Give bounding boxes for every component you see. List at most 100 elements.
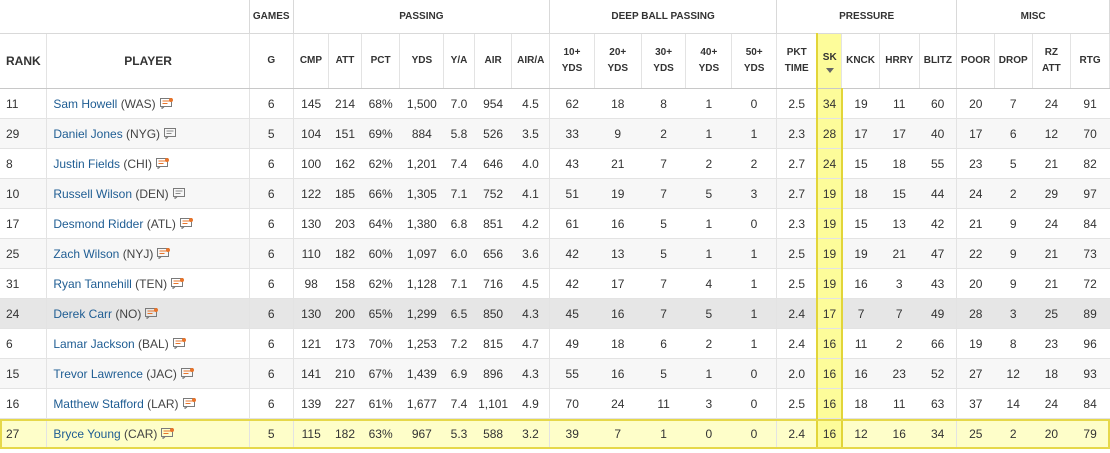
table-row[interactable]: 10 Russell Wilson (DEN) 6 122 185 66% 1,305 7.1… xyxy=(0,178,1110,209)
pct-cell: 62% xyxy=(361,268,400,299)
drop-cell: 9 xyxy=(994,268,1033,299)
d50-cell: 1 xyxy=(731,298,778,329)
col-header-40-plus[interactable]: 40+ YDS xyxy=(685,33,733,89)
col-header-yds[interactable]: YDS xyxy=(399,33,445,89)
col-header-pkt-time[interactable]: PKT TIME xyxy=(776,33,818,89)
note-orange-icon[interactable] xyxy=(172,337,186,349)
sk-cell: 16 xyxy=(816,358,843,389)
rank-cell: 25 xyxy=(0,238,48,269)
player-name-link[interactable]: Justin Fields xyxy=(53,156,121,171)
player-name-link[interactable]: Russell Wilson xyxy=(53,186,132,201)
d30-cell: 5 xyxy=(641,238,686,269)
table-row[interactable]: 15 Trevor Lawrence (JAC) 6 141 210 67% 1,439 6.… xyxy=(0,358,1110,389)
col-header-10-plus[interactable]: 10+ YDS xyxy=(549,33,595,89)
note-orange-icon[interactable] xyxy=(156,157,170,169)
note-orange-icon[interactable] xyxy=(179,217,193,229)
att-cell: 200 xyxy=(328,298,362,329)
note-gray-icon[interactable] xyxy=(172,187,186,199)
table-row[interactable]: 31 Ryan Tannehill (TEN) 6 98 158 62% 1,128 7.1 7… xyxy=(0,268,1110,299)
player-name-link[interactable]: Trevor Lawrence xyxy=(53,366,143,381)
note-orange-icon[interactable] xyxy=(161,427,175,439)
yds-cell: 1,097 xyxy=(399,238,444,269)
sk-cell: 17 xyxy=(816,298,843,329)
d40-cell: 1 xyxy=(685,208,732,239)
col-header-rank[interactable]: RANK xyxy=(0,33,48,89)
d30-cell: 8 xyxy=(641,88,686,119)
pct-cell: 64% xyxy=(361,208,400,239)
air-cell: 850 xyxy=(474,298,512,329)
player-team: (CAR) xyxy=(124,426,158,441)
yds-cell: 1,677 xyxy=(399,388,444,419)
player-name-link[interactable]: Lamar Jackson xyxy=(53,336,135,351)
sk-cell: 19 xyxy=(816,268,843,299)
pkt-cell: 2.3 xyxy=(776,208,818,239)
col-header-50-plus[interactable]: 50+ YDS xyxy=(731,33,778,89)
col-header-cmp[interactable]: CMP xyxy=(293,33,330,89)
column-header-row: RANK PLAYER G CMP ATT PCT YDS Y/A AIR AI… xyxy=(0,33,1110,89)
att-cell: 227 xyxy=(328,388,362,419)
col-header-g[interactable]: G xyxy=(249,33,294,89)
col-header-att[interactable]: ATT xyxy=(328,33,362,89)
col-header-knck[interactable]: KNCK xyxy=(841,33,880,89)
note-orange-icon[interactable] xyxy=(180,367,194,379)
table-row[interactable]: 24 Derek Carr (NO) 6 130 200 65% 1,299 6.5 850 4.… xyxy=(0,298,1110,329)
g-cell: 6 xyxy=(249,268,294,299)
col-header-ya[interactable]: Y/A xyxy=(443,33,475,89)
d50-cell: 0 xyxy=(731,388,778,419)
poor-cell: 24 xyxy=(956,178,995,209)
player-name-link[interactable]: Zach Wilson xyxy=(53,246,120,261)
d20-cell: 9 xyxy=(594,118,642,149)
table-row[interactable]: 6 Lamar Jackson (BAL) 6 121 173 70% 1,253 7.2 81… xyxy=(0,328,1110,359)
table-row[interactable]: 8 Justin Fields (CHI) 6 100 162 62% 1,201 7.4 64… xyxy=(0,148,1110,179)
player-name-link[interactable]: Sam Howell xyxy=(53,96,118,111)
col-header-20-plus[interactable]: 20+ YDS xyxy=(594,33,642,89)
rz-cell: 21 xyxy=(1032,148,1071,179)
table-row[interactable]: 16 Matthew Stafford (LAR) 6 139 227 61% 1,677 7… xyxy=(0,388,1110,419)
note-gray-icon[interactable] xyxy=(164,127,177,139)
col-header-sk[interactable]: SK xyxy=(816,33,843,89)
table-row[interactable]: 25 Zach Wilson (NYJ) 6 110 182 60% 1,097 6.0 656… xyxy=(0,238,1110,269)
player-name-link[interactable]: Matthew Stafford xyxy=(53,396,144,411)
note-orange-icon[interactable] xyxy=(159,97,173,109)
table-row[interactable]: 17 Desmond Ridder (ATL) 6 130 203 64% 1,380 6.8… xyxy=(0,208,1110,239)
pct-cell: 67% xyxy=(361,358,400,389)
d40-cell: 1 xyxy=(685,358,732,389)
ya-cell: 6.9 xyxy=(443,358,475,389)
cmp-cell: 141 xyxy=(293,358,329,389)
note-orange-icon[interactable] xyxy=(145,307,159,319)
col-header-poor[interactable]: POOR xyxy=(956,33,995,89)
col-header-pct[interactable]: PCT xyxy=(361,33,401,89)
d40-cell: 0 xyxy=(685,418,732,449)
col-header-blitz[interactable]: BLITZ xyxy=(919,33,958,89)
note-orange-icon[interactable] xyxy=(182,397,196,409)
player-name-link[interactable]: Derek Carr xyxy=(53,306,112,321)
cmp-cell: 110 xyxy=(293,238,329,269)
player-name-link[interactable]: Bryce Young xyxy=(53,426,121,441)
table-row[interactable]: 27 Bryce Young (CAR) 5 115 182 63% 967 5.3 588 3.… xyxy=(0,418,1110,449)
table-row[interactable]: 29 Daniel Jones (NYG) 5 104 151 69% 884 5.8 526 3… xyxy=(0,118,1110,149)
col-header-drop[interactable]: DROP xyxy=(994,33,1033,89)
col-header-player[interactable]: PLAYER xyxy=(46,33,250,89)
cmp-cell: 121 xyxy=(293,328,329,359)
yds-cell: 1,299 xyxy=(399,298,444,329)
att-cell: 173 xyxy=(328,328,362,359)
player-name-link[interactable]: Desmond Ridder xyxy=(53,216,144,231)
table-row[interactable]: 11 Sam Howell (WAS) 6 145 214 68% 1,500 7.0 954 4… xyxy=(0,88,1110,119)
col-header-aira[interactable]: AIR/A xyxy=(511,33,551,89)
col-header-air[interactable]: AIR xyxy=(474,33,513,89)
player-cell: Matthew Stafford (LAR) xyxy=(46,388,250,419)
note-orange-icon[interactable] xyxy=(171,277,185,289)
col-header-rtg[interactable]: RTG xyxy=(1070,33,1110,89)
group-header-games: GAMES xyxy=(249,0,294,34)
hrry-cell: 17 xyxy=(879,118,920,149)
pkt-cell: 2.4 xyxy=(776,298,818,329)
col-header-30-plus[interactable]: 30+ YDS xyxy=(641,33,687,89)
player-name-link[interactable]: Daniel Jones xyxy=(53,126,123,141)
col-header-hrry[interactable]: HRRY xyxy=(879,33,920,89)
note-orange-icon[interactable] xyxy=(157,247,171,259)
player-team: (NYJ) xyxy=(122,246,154,261)
player-name-link[interactable]: Ryan Tannehill xyxy=(53,276,132,291)
pkt-cell: 2.5 xyxy=(776,88,818,119)
blitz-cell: 34 xyxy=(919,418,958,449)
col-header-rz-att[interactable]: RZ ATT xyxy=(1032,33,1072,89)
